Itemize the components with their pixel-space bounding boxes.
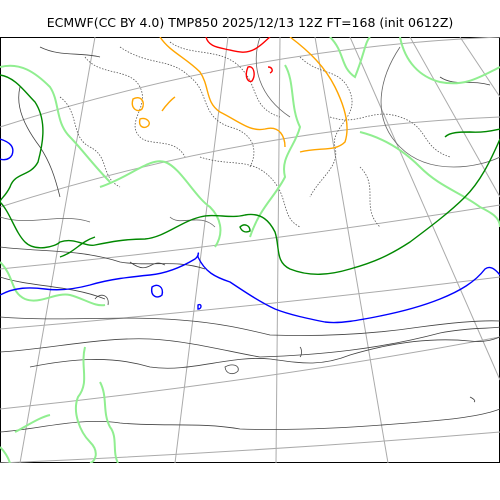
isotherm-green-line — [0, 74, 44, 203]
latitude-line — [0, 431, 500, 463]
coastline — [224, 364, 239, 375]
isotherm-blue-line — [0, 138, 14, 161]
isotherm-dotted — [359, 166, 381, 228]
isotherm — [380, 46, 500, 168]
isotherm-zero-line — [99, 381, 119, 463]
graticule — [0, 37, 500, 463]
isotherm-orange-line — [289, 37, 348, 153]
isotherm-green — [0, 74, 500, 275]
isotherm-zero-line — [329, 37, 371, 79]
coastlines — [0, 46, 500, 433]
isotherm — [255, 37, 291, 118]
isotherm-zero-line — [0, 446, 11, 463]
isotherm-dotted — [119, 46, 255, 168]
coastline — [29, 336, 500, 369]
coastline — [0, 276, 106, 300]
coastline — [0, 408, 500, 433]
isotherm-blue-line — [0, 252, 500, 324]
isotherm-zero-line — [14, 414, 51, 433]
map-title: ECMWF(CC BY 4.0) TMP850 2025/12/13 12Z F… — [46, 15, 454, 30]
isotherm-red-line — [267, 66, 273, 74]
isotherm-dotted — [59, 96, 121, 188]
isotherm-zero-line — [99, 160, 222, 248]
coastline — [469, 396, 476, 403]
latitude-line — [0, 204, 500, 270]
isotherm-zero-line — [74, 346, 97, 463]
isotherm-green-line — [239, 224, 251, 233]
isotherm-red — [205, 37, 273, 83]
coastline — [94, 294, 109, 306]
isotherm-orange-line — [138, 117, 150, 128]
longitude-line — [19, 37, 96, 463]
isotherm-green-line — [444, 128, 500, 138]
longitude-line — [459, 37, 500, 98]
isotherm-green-line — [0, 138, 500, 275]
coastline — [299, 346, 302, 358]
isotherm-red-line — [245, 66, 255, 83]
isotherm — [0, 216, 91, 223]
map-frame — [0, 37, 500, 463]
isotherm-zero-line — [359, 131, 500, 228]
isotherm-orange — [131, 37, 348, 153]
isotherm-dotted — [169, 41, 281, 118]
longitude-line — [174, 37, 229, 463]
isotherm-red-line — [205, 37, 271, 53]
longitude-line — [314, 37, 389, 463]
isotherm-zero — [0, 37, 500, 463]
isotherm-orange-line — [131, 97, 144, 112]
isotherm-zero-line — [249, 64, 302, 238]
isotherm-green-line — [59, 236, 96, 258]
coastline — [0, 246, 206, 270]
latitude-line — [0, 276, 500, 330]
isotherm-zero-line — [0, 64, 111, 183]
longitude-line — [349, 37, 500, 381]
coastline — [0, 326, 500, 358]
coastline — [129, 261, 166, 269]
isotherms-dotted — [59, 41, 451, 228]
coastline — [18, 86, 61, 198]
coastline — [0, 316, 500, 336]
isotherm-dotted — [84, 56, 186, 158]
coastline — [39, 46, 101, 58]
isotherm-zero-line — [399, 37, 500, 85]
isotherm-orange-line — [161, 96, 176, 112]
latitude-line — [0, 336, 500, 410]
isotherm-dotted — [299, 56, 353, 198]
isotherm-blue-line — [197, 303, 202, 310]
isotherm-blue-line — [150, 284, 164, 298]
isotherm-blue — [0, 138, 500, 324]
isotherm-dotted — [329, 113, 451, 158]
isotherm-orange-line — [159, 37, 286, 148]
weather-map — [0, 37, 500, 463]
isotherm-zero-line — [0, 261, 106, 307]
map-border — [0, 37, 500, 463]
